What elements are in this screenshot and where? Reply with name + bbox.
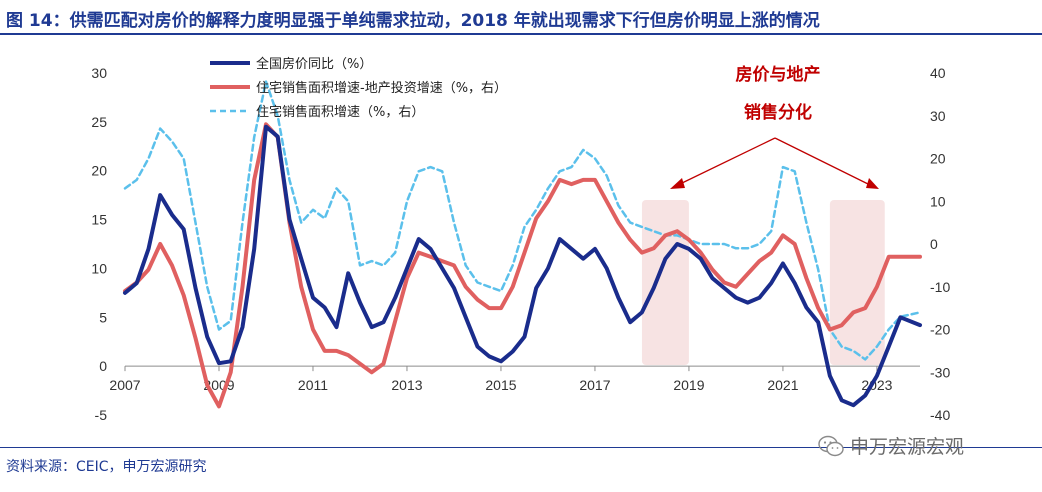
shaded-periods	[641, 200, 885, 365]
x-tick-label: 2011	[298, 377, 328, 393]
y-left-tick-label: 10	[91, 260, 107, 276]
x-tick-label: 2013	[391, 377, 422, 393]
chart-legend: 全国房价同比（%） 住宅销售面积增速-地产投资增速（%，右） 住宅销售面积增速（…	[210, 56, 507, 120]
x-tick-label: 2017	[579, 377, 610, 393]
series-lines	[123, 80, 922, 409]
legend-label: 住宅销售面积增速-地产投资增速（%，右）	[256, 80, 507, 96]
y-right-tick-label: 10	[930, 193, 946, 209]
y-right-tick-label: 0	[930, 236, 938, 252]
x-tick-label: 2021	[767, 377, 798, 393]
y-right-tick-label: -40	[930, 407, 950, 423]
page-title: 图 14：供需匹配对房价的解释力度明显强于单纯需求拉动，2018 年就出现需求下…	[6, 11, 820, 31]
x-tick-label: 2015	[485, 377, 516, 393]
legend-label: 全国房价同比（%）	[256, 56, 372, 72]
wechat-icon	[818, 435, 844, 456]
shaded-period	[641, 200, 689, 365]
y-left-tick-label: 0	[99, 358, 107, 374]
series-line-2	[123, 80, 922, 361]
y-right-tick-label: 30	[930, 108, 946, 124]
x-tick-label: 2019	[673, 377, 704, 393]
y-right-tick-label: -30	[930, 364, 950, 380]
axes: 2007 2009 2011 2013 2015 2017 2019 2021 2023-505…	[91, 65, 950, 423]
footer-divider	[0, 447, 1042, 448]
brand-text: 申万宏源宏观	[850, 436, 965, 458]
y-right-tick-label: -10	[930, 279, 950, 295]
x-tick-label: 2007	[109, 377, 140, 393]
y-right-tick-label: -20	[930, 322, 950, 338]
annotation-arrow-left	[679, 137, 776, 185]
y-right-tick-label: 20	[930, 151, 946, 167]
brand-watermark: 申万宏源宏观	[818, 432, 964, 459]
legend-label: 住宅销售面积增速（%，右）	[256, 104, 424, 120]
source-note: 资料来源：CEIC，申万宏源研究	[6, 459, 207, 475]
annotation-line1: 房价与地产	[736, 64, 821, 85]
y-left-tick-label: 20	[91, 163, 107, 179]
annotation-arrowhead-right	[866, 178, 879, 189]
title-divider	[0, 33, 1042, 35]
annotation-line2: 销售分化	[744, 102, 812, 123]
annotation-arrowhead-left	[670, 178, 685, 189]
line-chart: 2007 2009 2011 2013 2015 2017 2019 2021 2023-505…	[91, 56, 950, 423]
y-left-tick-label: 5	[99, 309, 107, 325]
y-left-tick-label: 25	[91, 114, 107, 130]
series-line-0	[123, 124, 922, 408]
annotation: 房价与地产 销售分化	[670, 64, 879, 189]
y-left-tick-label: -5	[95, 407, 108, 423]
annotation-arrow-right	[774, 137, 869, 185]
y-left-tick-label: 15	[91, 212, 107, 228]
y-right-tick-label: 40	[930, 65, 946, 81]
y-left-tick-label: 30	[91, 65, 107, 81]
series-line-1	[123, 122, 922, 409]
